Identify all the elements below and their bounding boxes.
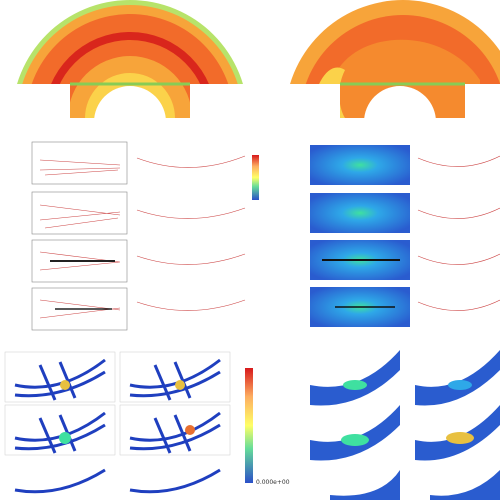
contour-dome-right [285,0,500,158]
shell-panels-right [310,350,500,500]
bottom-legend: 0.000e+00 [245,368,290,486]
legend-label: 0.000e+00 [256,479,290,486]
field-panels-right [310,145,500,327]
color-legend [252,155,259,200]
vector-panels-left [31,141,246,331]
contour-dome-left [12,0,248,158]
mesh-panels-left [4,351,231,494]
